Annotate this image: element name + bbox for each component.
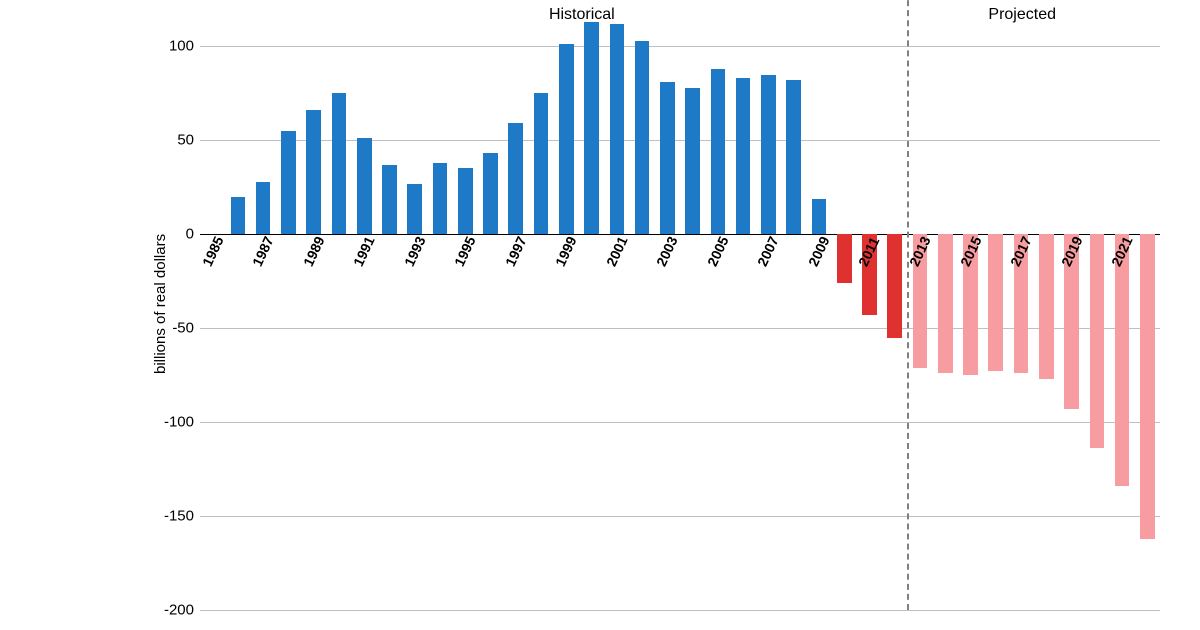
bar [534,93,549,234]
x-tick-label: 2001 [603,234,631,269]
x-tick-label: 2007 [754,234,782,269]
bar [812,199,827,235]
y-tick-label: -50 [172,320,200,337]
plot-area: -200-150-100-50050100HistoricalProjected… [200,0,1160,610]
x-tick-label: 2011 [855,235,882,269]
bar [1115,234,1130,486]
x-tick-label: 2005 [704,234,732,269]
bar [483,153,498,234]
x-tick-label: 1987 [249,234,277,269]
bar [837,234,852,283]
bar [231,197,246,235]
gridline [200,46,1160,47]
bar [736,78,751,234]
x-tick-label: 1991 [350,234,378,269]
projected-label: Projected [988,6,1056,24]
x-tick-label: 1989 [300,234,328,269]
bar [559,44,574,234]
x-tick-label: 1999 [552,234,580,269]
bar [433,163,448,234]
bar [1140,234,1155,538]
bar [988,234,1003,371]
bar [1039,234,1054,379]
gridline [200,516,1160,517]
x-tick-label: 2013 [906,234,934,269]
x-tick-label: 1995 [451,234,479,269]
bar [711,69,726,234]
y-axis-label: billions of real dollars [152,234,169,374]
bar [660,82,675,234]
y-tick-label: 50 [177,132,200,149]
x-tick-label: 2015 [957,234,985,269]
bar [256,182,271,235]
y-tick-label: -100 [164,414,200,431]
bar [382,165,397,235]
y-tick-label: -150 [164,508,200,525]
bar [508,123,523,234]
historical-label: Historical [549,6,615,24]
bar [584,22,599,234]
x-tick-label: 1985 [199,234,227,269]
bar [1090,234,1105,448]
bar [938,234,953,373]
bar [887,234,902,337]
bar [458,168,473,234]
bar [332,93,347,234]
bar [357,138,372,234]
x-tick-label: 2021 [1108,234,1136,269]
y-tick-label: 0 [186,226,200,243]
x-tick-label: 2009 [805,234,833,269]
y-tick-label: 100 [169,38,200,55]
bar [281,131,296,234]
gridline [200,422,1160,423]
x-tick-label: 1997 [502,234,530,269]
bar [635,41,650,235]
x-tick-label: 2019 [1058,234,1086,269]
gridline [200,610,1160,611]
bar [306,110,321,234]
x-tick-label: 1993 [401,234,429,269]
x-tick-label: 2003 [653,234,681,269]
bar [407,184,422,235]
x-tick-label: 2017 [1007,234,1035,269]
bar [786,80,801,234]
bar [685,88,700,235]
y-tick-label: -200 [164,602,200,619]
bar [610,24,625,234]
bar [761,75,776,235]
divider-line [907,0,909,610]
